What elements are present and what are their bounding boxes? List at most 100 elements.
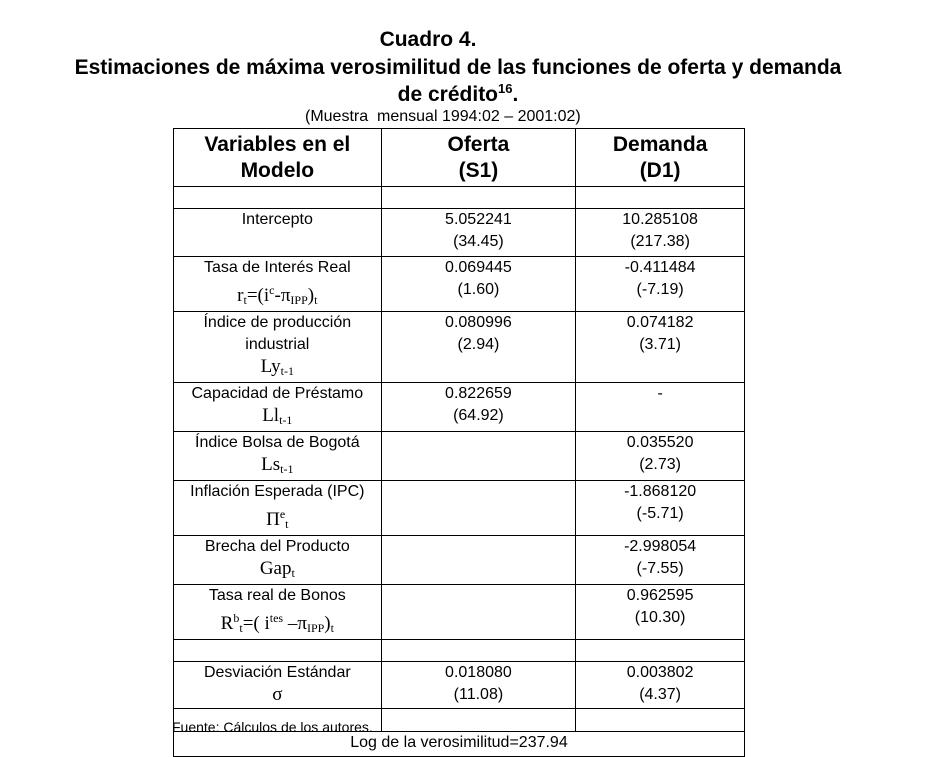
coefficient: 0.018080 bbox=[445, 664, 512, 681]
header-line: Modelo bbox=[240, 159, 315, 182]
formula-part: IPP bbox=[306, 621, 325, 635]
coefficient: - bbox=[657, 385, 663, 402]
coefficient: 5.052241 bbox=[445, 211, 512, 228]
variable-label: Brecha del Producto bbox=[204, 538, 350, 555]
variable-label: Tasa de Interés Real bbox=[203, 259, 351, 276]
t-statistic: (2.94) bbox=[457, 336, 500, 353]
table-title: Estimaciones de máxima verosimilitud de … bbox=[74, 56, 842, 79]
t-statistic: (-5.71) bbox=[636, 505, 684, 522]
variable-cell: Tasa de Interés Real rt=(ic-πIPP)t bbox=[173, 256, 382, 312]
variable-label: Índice Bolsa de Bogotá bbox=[195, 434, 360, 451]
variable-label: Capacidad de Préstamo bbox=[191, 385, 364, 402]
variable-cell: Brecha del Producto Gapt bbox=[173, 535, 382, 585]
table-row: Brecha del Producto Gapt -2.998054 (-7.55) bbox=[173, 535, 745, 585]
oferta-cell bbox=[380, 535, 577, 585]
variable-cell: Intercepto bbox=[173, 208, 382, 257]
t-statistic: (2.73) bbox=[639, 456, 681, 473]
variable-formula: σ bbox=[174, 684, 381, 706]
empty-cell bbox=[575, 639, 745, 662]
coefficient: -1.868120 bbox=[624, 483, 697, 500]
variable-cell: Tasa real de Bonos Rbt=( ites –πIPP)t bbox=[173, 584, 382, 640]
t-statistic: (-7.55) bbox=[636, 560, 684, 577]
column-header: Oferta (S1) bbox=[380, 128, 577, 187]
formula-part: σ bbox=[272, 684, 283, 705]
table-row: Tasa de Interés Real rt=(ic-πIPP)t 0.06944… bbox=[173, 256, 745, 312]
coefficient: 0.074182 bbox=[626, 314, 694, 331]
variable-cell: Capacidad de Préstamo Llt-1 bbox=[173, 382, 382, 432]
formula-part: ) bbox=[307, 285, 315, 306]
variable-cell: Desviación Estándar σ bbox=[173, 661, 382, 709]
variable-formula: Llt-1 bbox=[174, 405, 381, 431]
empty-cell bbox=[173, 186, 382, 209]
oferta-cell bbox=[380, 480, 577, 536]
coefficient: -0.411484 bbox=[624, 259, 696, 276]
formula-part: t bbox=[314, 293, 318, 307]
formula-part: e bbox=[279, 507, 286, 521]
table-row: Inflación Esperada (IPC) Πet -1.868120 (-5.… bbox=[173, 480, 745, 536]
oferta-cell bbox=[380, 431, 577, 481]
coefficient: 0.069445 bbox=[445, 259, 512, 276]
formula-part: -π bbox=[274, 285, 291, 306]
header-line: (D1) bbox=[639, 159, 681, 182]
column-header: Variables en el Modelo bbox=[173, 128, 382, 187]
formula-part: t-1 bbox=[280, 364, 295, 378]
demanda-cell: 0.003802 (4.37) bbox=[575, 661, 745, 709]
variable-cell: Inflación Esperada (IPC) Πet bbox=[173, 480, 382, 536]
t-statistic: (10.30) bbox=[634, 609, 686, 626]
formula-part: Gap bbox=[259, 558, 292, 579]
table-row: Capacidad de Préstamo Llt-1 0.822659 (64.92… bbox=[173, 382, 745, 432]
demanda-cell: 10.285108 (217.38) bbox=[575, 208, 745, 257]
variable-cell: Índice Bolsa de Bogotá Lst-1 bbox=[173, 431, 382, 481]
column-header: Demanda (D1) bbox=[575, 128, 745, 187]
blank-row bbox=[173, 639, 745, 662]
formula-part: t bbox=[330, 621, 334, 635]
formula-part: =(i bbox=[246, 285, 270, 306]
t-statistic: (217.38) bbox=[630, 233, 690, 250]
oferta-cell: 0.018080 (11.08) bbox=[380, 661, 577, 709]
t-statistic: (34.45) bbox=[453, 233, 504, 250]
empty-cell bbox=[380, 639, 577, 662]
variable-formula: rt=(ic-πIPP)t bbox=[174, 279, 381, 311]
oferta-cell: 5.052241 (34.45) bbox=[380, 208, 577, 257]
demanda-cell: 0.035520 (2.73) bbox=[575, 431, 745, 481]
formula-part: t-1 bbox=[280, 462, 294, 476]
formula-part: r bbox=[237, 285, 244, 306]
empty-cell bbox=[380, 708, 577, 732]
formula-part: b bbox=[233, 611, 240, 625]
formula-part: R bbox=[220, 613, 234, 634]
blank-row bbox=[173, 708, 745, 732]
coefficient: 0.035520 bbox=[626, 434, 694, 451]
variable-label: Índice de producción bbox=[203, 314, 352, 331]
sample-period: (Muestra mensual 1994:02 – 2001:02) bbox=[305, 108, 581, 125]
variable-label: Tasa real de Bonos bbox=[208, 587, 346, 604]
formula-part: IPP bbox=[290, 293, 308, 307]
title-text: de crédito bbox=[397, 83, 499, 106]
table-row: Intercepto 5.052241 (34.45) 10.285108 (217.3… bbox=[173, 208, 745, 257]
title-end: . bbox=[512, 83, 519, 106]
header-line: (S1) bbox=[458, 159, 499, 182]
oferta-cell: 0.080996 (2.94) bbox=[380, 311, 577, 383]
variable-formula: Lyt-1 bbox=[174, 356, 381, 382]
t-statistic: (3.71) bbox=[639, 336, 681, 353]
empty-cell bbox=[173, 639, 382, 662]
formula-part: Ll bbox=[262, 405, 280, 426]
t-statistic: (64.92) bbox=[453, 407, 504, 424]
coefficient: 0.822659 bbox=[445, 385, 512, 402]
blank-row bbox=[173, 186, 745, 209]
demanda-cell: -0.411484 (-7.19) bbox=[575, 256, 745, 312]
t-statistic: (-7.19) bbox=[636, 281, 684, 298]
table-row: Tasa real de Bonos Rbt=( ites –πIPP)t 0.96… bbox=[173, 584, 745, 640]
table-row: Desviación Estándar σ 0.018080 (11.08) 0.003… bbox=[173, 661, 745, 709]
variable-cell: Índice de producción industrial Lyt-1 bbox=[173, 311, 382, 383]
oferta-cell: 0.069445 (1.60) bbox=[380, 256, 577, 312]
coefficient: -2.998054 bbox=[624, 538, 697, 555]
table-row: Índice de producción industrial Lyt-1 0.080… bbox=[173, 311, 745, 383]
formula-part: –π bbox=[283, 613, 307, 634]
variable-label: Inflación Esperada (IPC) bbox=[190, 483, 365, 500]
demanda-cell: -1.868120 (-5.71) bbox=[575, 480, 745, 536]
header-line: Oferta bbox=[447, 133, 510, 156]
header-line: Variables en el bbox=[204, 133, 351, 156]
header-line: Demanda bbox=[612, 133, 708, 156]
variable-formula: Πet bbox=[174, 503, 381, 535]
coefficient: 0.962595 bbox=[626, 587, 694, 604]
